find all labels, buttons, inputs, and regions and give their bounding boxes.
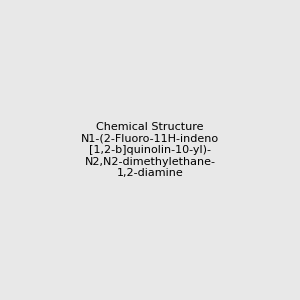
Text: Chemical Structure
N1-(2-Fluoro-11H-indeno
[1,2-b]quinolin-10-yl)-
N2,N2-dimethy: Chemical Structure N1-(2-Fluoro-11H-inde… <box>81 122 219 178</box>
